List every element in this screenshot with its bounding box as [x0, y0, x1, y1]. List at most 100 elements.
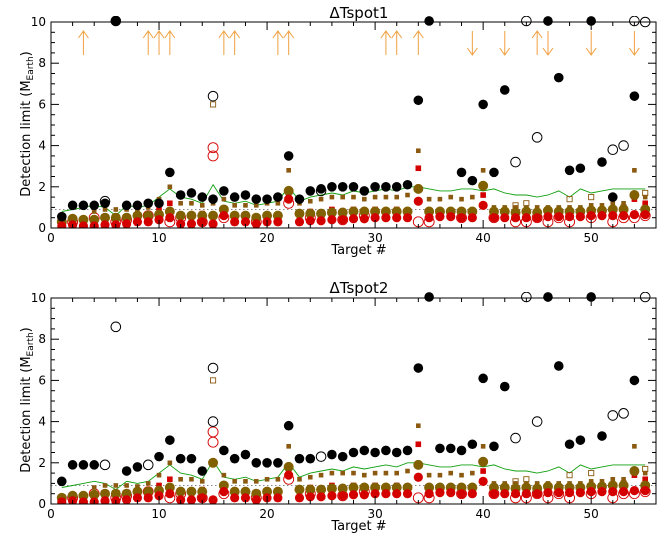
- data-point-red: [100, 496, 110, 504]
- data-point-red: [143, 493, 153, 503]
- data-layer: [51, 16, 656, 228]
- data-point-red-square: [156, 206, 162, 213]
- data-point-olive: [629, 466, 640, 477]
- data-point-black: [499, 85, 510, 95]
- data-point-olive: [629, 190, 640, 201]
- data-point-red-open: [207, 142, 219, 154]
- data-point-black: [553, 72, 564, 83]
- data-point-black-open: [510, 432, 521, 444]
- data-point-red: [554, 488, 564, 498]
- data-point-red: [640, 486, 650, 496]
- chart-panel-tspot2: ΔTspot2 Target # Detection limit (MEarth…: [19, 279, 657, 534]
- data-point-red: [446, 212, 456, 222]
- data-point-olive-square: [102, 483, 108, 488]
- data-point-olive-square: [145, 481, 151, 486]
- data-point-black: [186, 453, 197, 464]
- data-point-black: [251, 194, 262, 204]
- data-point-black: [607, 192, 618, 202]
- upper-limit-arrow-up: [164, 30, 176, 55]
- data-point-black: [78, 200, 89, 211]
- data-point-olive: [110, 212, 121, 223]
- data-point-black: [359, 186, 370, 196]
- data-point-olive-square: [416, 423, 421, 429]
- upper-limit-arrow-up: [153, 30, 165, 55]
- y-tick-label: 10: [31, 291, 46, 305]
- data-point-olive-square: [221, 472, 227, 478]
- data-point-black: [564, 165, 575, 176]
- data-point-black: [597, 431, 607, 441]
- data-point-olive-square: [610, 200, 616, 206]
- data-point-olive-square: [307, 474, 313, 480]
- data-point-red: [370, 489, 380, 499]
- data-point-olive: [175, 210, 186, 221]
- data-point-olive-square: [340, 194, 345, 200]
- upper-limit-arrow-up: [218, 30, 230, 55]
- data-point-red: [348, 214, 359, 224]
- y-axis-label-close: ): [19, 51, 34, 56]
- data-point-olive-square: [448, 470, 454, 476]
- data-point-red: [489, 489, 499, 499]
- data-point-black-open: [531, 416, 543, 427]
- data-point-black: [467, 439, 478, 450]
- data-point-black: [381, 445, 391, 456]
- data-point-olive-square: [621, 200, 626, 206]
- upper-limit-arrow-up: [272, 30, 284, 55]
- data-point-red: [327, 215, 337, 225]
- data-point-red: [305, 216, 315, 226]
- data-point-olive: [283, 185, 294, 196]
- data-point-red: [57, 497, 67, 504]
- upper-limit-arrow-up: [531, 30, 543, 55]
- data-point-olive: [326, 483, 337, 494]
- data-point-olive-square: [642, 194, 648, 200]
- data-point-black: [132, 200, 143, 211]
- x-tick-label: 0: [47, 231, 55, 245]
- data-point-red: [521, 213, 531, 223]
- data-point-black: [219, 445, 229, 456]
- data-point-olive: [175, 486, 186, 497]
- data-point-red: [208, 495, 218, 504]
- data-point-black: [251, 458, 262, 468]
- data-point-red: [251, 495, 261, 504]
- data-point-red: [435, 488, 445, 498]
- data-point-black: [553, 361, 564, 371]
- data-point-red: [359, 490, 369, 500]
- data-point-olive-square: [534, 481, 540, 486]
- data-point-olive-square: [599, 479, 605, 484]
- x-tick-label: 20: [259, 507, 274, 521]
- data-point-black: [121, 200, 132, 211]
- data-point-olive-open-square: [523, 200, 530, 207]
- data-point-olive-square: [426, 196, 432, 202]
- y-tick-label: 10: [31, 15, 46, 29]
- data-point-red-square: [642, 476, 648, 483]
- data-point-olive-square: [199, 479, 205, 484]
- data-point-black: [327, 182, 337, 192]
- data-point-red: [618, 211, 629, 221]
- data-point-red: [338, 215, 348, 225]
- data-point-black: [78, 460, 89, 470]
- x-tick-label: 40: [476, 507, 491, 521]
- data-point-red: [165, 489, 175, 499]
- data-point-red: [608, 211, 618, 221]
- data-point-olive-square: [632, 444, 637, 449]
- y-axis-label-main: Detection limit (M: [19, 356, 34, 472]
- data-point-red: [176, 495, 186, 504]
- data-point-olive-square: [405, 468, 410, 474]
- data-point-red: [327, 491, 337, 501]
- data-point-black: [456, 167, 467, 178]
- data-point-red: [532, 213, 542, 223]
- data-point-olive-square: [448, 194, 454, 200]
- data-point-olive-square: [286, 168, 291, 173]
- data-point-black: [575, 163, 586, 174]
- data-point-olive-square: [394, 194, 400, 200]
- data-point-black: [370, 447, 380, 458]
- data-point-black: [154, 451, 164, 462]
- data-point-olive-square: [297, 476, 302, 482]
- data-point-black: [89, 200, 100, 211]
- data-point-olive-square: [394, 470, 400, 476]
- data-point-olive-square: [199, 203, 205, 208]
- data-point-black: [445, 443, 456, 454]
- data-point-black: [111, 16, 121, 26]
- data-point-black: [381, 182, 391, 192]
- data-point-olive: [283, 461, 294, 472]
- data-point-olive-square: [383, 194, 389, 200]
